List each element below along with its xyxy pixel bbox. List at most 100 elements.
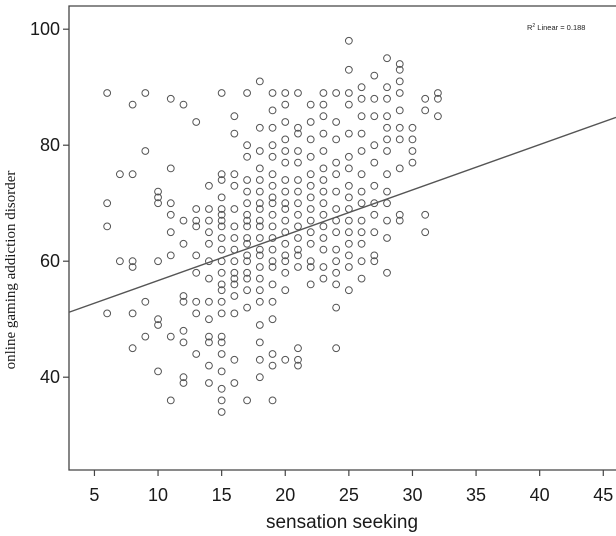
- y-axis-title: online gaming addiction disorder: [3, 171, 19, 370]
- data-point: [243, 286, 251, 295]
- y-tick-label: 80: [40, 135, 60, 155]
- data-point: [230, 170, 239, 179]
- data-point: [344, 152, 353, 161]
- data-point: [383, 234, 391, 242]
- data-point: [281, 355, 290, 364]
- data-point: [344, 100, 353, 109]
- data-point: [205, 216, 213, 225]
- data-point: [192, 216, 201, 225]
- data-point: [319, 176, 328, 184]
- data-point: [115, 170, 124, 179]
- data-point: [230, 292, 239, 300]
- data-point: [294, 210, 302, 219]
- data-point: [332, 268, 341, 277]
- data-point: [154, 367, 162, 376]
- data-point: [281, 158, 290, 167]
- data-point: [268, 152, 277, 161]
- data-point: [230, 309, 239, 318]
- data-point: [294, 123, 302, 132]
- x-tick-label: 40: [530, 485, 550, 505]
- data-point: [268, 257, 277, 266]
- data-point: [205, 315, 213, 324]
- data-point: [395, 106, 404, 115]
- data-point: [319, 199, 328, 208]
- data-point: [115, 257, 124, 266]
- data-point: [319, 129, 328, 138]
- r-squared-value: Linear = 0.188: [535, 23, 585, 32]
- data-point: [294, 158, 302, 167]
- data-point: [205, 239, 213, 248]
- data-point: [344, 216, 353, 225]
- plot-frame: [68, 5, 616, 471]
- data-point: [383, 112, 391, 121]
- data-point: [281, 257, 290, 266]
- data-point: [166, 332, 175, 341]
- data-point: [243, 176, 251, 184]
- x-tick-label: 25: [339, 485, 359, 505]
- data-point: [154, 193, 162, 202]
- data-point: [205, 205, 213, 213]
- data-point: [217, 234, 226, 242]
- data-point: [103, 89, 112, 97]
- data-point: [166, 210, 175, 219]
- data-point: [243, 141, 251, 150]
- data-point: [357, 257, 366, 266]
- data-point: [268, 106, 277, 115]
- data-point: [408, 147, 417, 155]
- data-point: [357, 83, 366, 92]
- data-point: [344, 65, 353, 74]
- data-point: [319, 147, 328, 155]
- data-point: [230, 234, 239, 242]
- data-point: [370, 228, 379, 237]
- data-point: [179, 292, 188, 300]
- data-point: [395, 60, 404, 68]
- data-point: [383, 123, 391, 132]
- data-point: [344, 228, 353, 237]
- data-point: [217, 280, 226, 289]
- data-point: [154, 199, 162, 208]
- data-point: [268, 199, 277, 208]
- data-point: [179, 239, 188, 248]
- data-point: [395, 65, 404, 74]
- data-point: [179, 326, 188, 335]
- data-point: [281, 205, 290, 213]
- data-point: [255, 274, 264, 283]
- data-point: [255, 216, 264, 225]
- data-point: [370, 199, 379, 208]
- data-point: [332, 89, 341, 97]
- data-point: [357, 94, 366, 103]
- data-point: [383, 54, 391, 63]
- r-squared-superscript: 2: [532, 23, 535, 29]
- data-point: [306, 280, 315, 289]
- data-point: [383, 187, 391, 196]
- data-point: [154, 257, 162, 266]
- data-point: [217, 216, 226, 225]
- data-point: [294, 222, 302, 231]
- data-point: [243, 239, 251, 248]
- data-point: [217, 210, 226, 219]
- data-point: [268, 361, 277, 370]
- data-point: [217, 396, 226, 405]
- data-point: [357, 274, 366, 283]
- data-point: [434, 112, 442, 121]
- data-point: [166, 396, 175, 405]
- data-point: [128, 263, 137, 271]
- data-point: [421, 228, 430, 237]
- r-squared-prefix: R: [527, 23, 533, 32]
- data-point: [294, 199, 302, 208]
- data-point: [306, 216, 315, 225]
- data-point: [179, 373, 188, 382]
- data-point: [268, 315, 277, 324]
- data-point: [205, 361, 213, 370]
- y-tick-label: 100: [30, 19, 60, 39]
- data-point: [243, 152, 251, 161]
- data-point: [357, 129, 366, 138]
- data-point: [217, 205, 226, 213]
- data-point: [421, 106, 430, 115]
- data-point: [268, 263, 277, 271]
- data-point: [141, 89, 150, 97]
- data-point: [166, 94, 175, 103]
- data-point: [217, 367, 226, 376]
- data-point: [306, 135, 315, 144]
- data-point: [217, 408, 226, 416]
